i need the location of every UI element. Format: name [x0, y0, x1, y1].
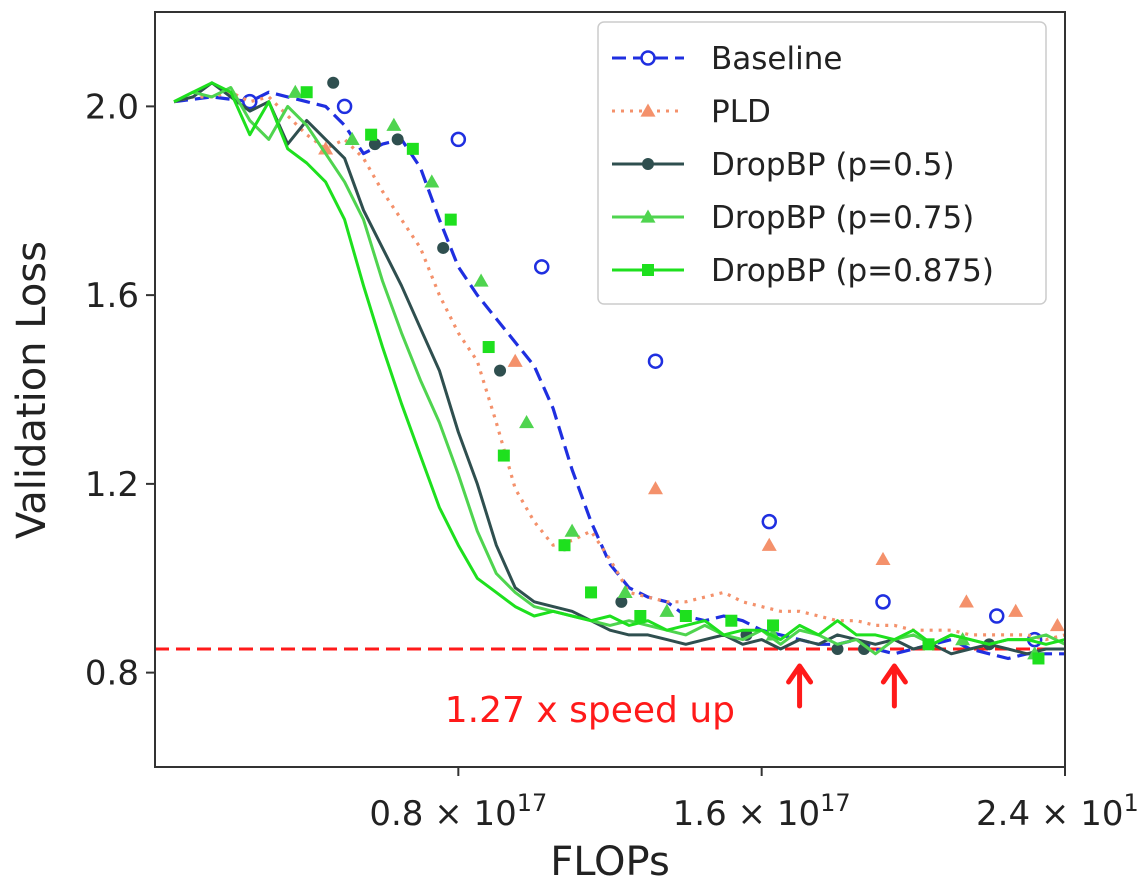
series-marker-p0875 [406, 142, 419, 155]
legend-swatch-marker [640, 209, 656, 223]
series-line-p0875 [173, 81, 1065, 646]
series-marker-pld [1008, 603, 1024, 617]
x-tick-label: 2.4 × 1017 [976, 789, 1140, 834]
series-marker-p05 [831, 643, 844, 656]
speedup-annotation-text: 1.27 x speed up [445, 690, 735, 731]
series-marker-p075 [386, 117, 402, 131]
series-marker-p0875 [725, 614, 738, 627]
series-marker-p0875 [444, 213, 457, 226]
series-marker-p0875 [585, 586, 598, 599]
y-tick-label: 0.8 [85, 654, 139, 694]
series-marker-p0875 [679, 610, 692, 622]
speedup-arrow [786, 663, 814, 709]
x-tick-label: 1.6 × 1017 [673, 789, 851, 834]
series-marker-p075 [659, 603, 675, 617]
series-marker-pld [761, 537, 777, 551]
series-p075 [173, 84, 1065, 660]
series-line-p05 [173, 81, 1065, 656]
series-marker-pld [958, 594, 974, 608]
speedup-arrow-head [786, 663, 814, 685]
speedup-arrow-head [880, 663, 908, 685]
legend-entry-p05: DropBP (p=0.5) [612, 147, 955, 183]
series-marker-p0875 [922, 638, 935, 651]
series-marker-p0875 [558, 539, 571, 552]
legend-box [597, 21, 1047, 305]
series-marker-p05 [615, 595, 628, 608]
series-marker-p075 [564, 523, 580, 537]
series-marker-p05 [327, 76, 340, 89]
series-marker-p0875 [497, 449, 510, 462]
speedup-arrow [880, 663, 908, 709]
axis-ticks: 0.8 1.2 1.6 2.0 0.8 × 1017 1.6 × 1017 2.4 × 10… [85, 87, 1140, 834]
legend-label: Baseline [711, 41, 842, 77]
series-p0875 [173, 81, 1065, 665]
series-marker-p0875 [300, 86, 313, 99]
y-tick-label: 1.6 [85, 276, 139, 316]
legend-entry-p075: DropBP (p=0.75) [612, 200, 974, 236]
series-marker-p075 [344, 131, 360, 146]
legend-label: DropBP (p=0.5) [711, 147, 955, 183]
legend-label: DropBP (p=0.75) [711, 200, 974, 236]
series-marker-p0875 [482, 341, 495, 354]
x-tick-label: 0.8 × 1017 [369, 789, 547, 834]
series-marker-p0875 [767, 619, 780, 632]
series-marker-pld [318, 141, 334, 155]
series-marker-baseline [450, 131, 467, 148]
series-marker-p075 [287, 84, 303, 98]
legend-swatch-marker [640, 103, 656, 117]
legend-label: PLD [711, 94, 771, 130]
legend-entry-pld: PLD [612, 94, 771, 130]
series-marker-p05 [494, 364, 507, 377]
series-marker-p075 [519, 415, 535, 429]
series-layer [173, 76, 1065, 665]
series-marker-pld [507, 353, 523, 367]
series-marker-baseline [647, 353, 664, 369]
series-marker-p075 [617, 584, 633, 599]
series-marker-p05 [368, 138, 381, 151]
series-marker-baseline [534, 259, 550, 275]
series-marker-p05 [391, 133, 404, 146]
series-line-p075 [173, 86, 1065, 656]
legend-entry-p0875: DropBP (p=0.875) [612, 253, 994, 289]
legend-swatch-marker [642, 158, 654, 170]
series-marker-p0875 [365, 128, 378, 141]
speedup-annotation: 1.27 x speed up [445, 663, 908, 731]
legend: Baseline PLD DropBP (p=0.5) DropBP (p=0.75)… [597, 21, 1047, 305]
series-marker-pld [1049, 617, 1065, 632]
plot-area-frame [154, 11, 1066, 768]
series-marker-baseline [989, 608, 1005, 624]
legend-entry-baseline: Baseline [612, 41, 842, 77]
legend-swatch-marker [642, 264, 654, 276]
legend-swatch-marker [640, 50, 656, 66]
series-marker-pld [648, 481, 663, 495]
series-marker-p0875 [1032, 652, 1045, 665]
legend-label: DropBP (p=0.875) [711, 253, 994, 289]
y-tick-label: 1.2 [85, 465, 139, 505]
series-marker-baseline [761, 513, 777, 530]
series-marker-p075 [424, 174, 440, 188]
x-axis-title: FLOPs [550, 839, 670, 885]
series-marker-p075 [473, 273, 489, 287]
y-tick-label: 2.0 [85, 87, 139, 127]
series-marker-p05 [437, 241, 450, 254]
series-marker-p0875 [634, 610, 647, 622]
series-marker-baseline [875, 594, 891, 610]
y-axis-title: Validation Loss [9, 241, 55, 539]
series-marker-pld [875, 551, 891, 565]
series-marker-baseline [336, 98, 353, 115]
